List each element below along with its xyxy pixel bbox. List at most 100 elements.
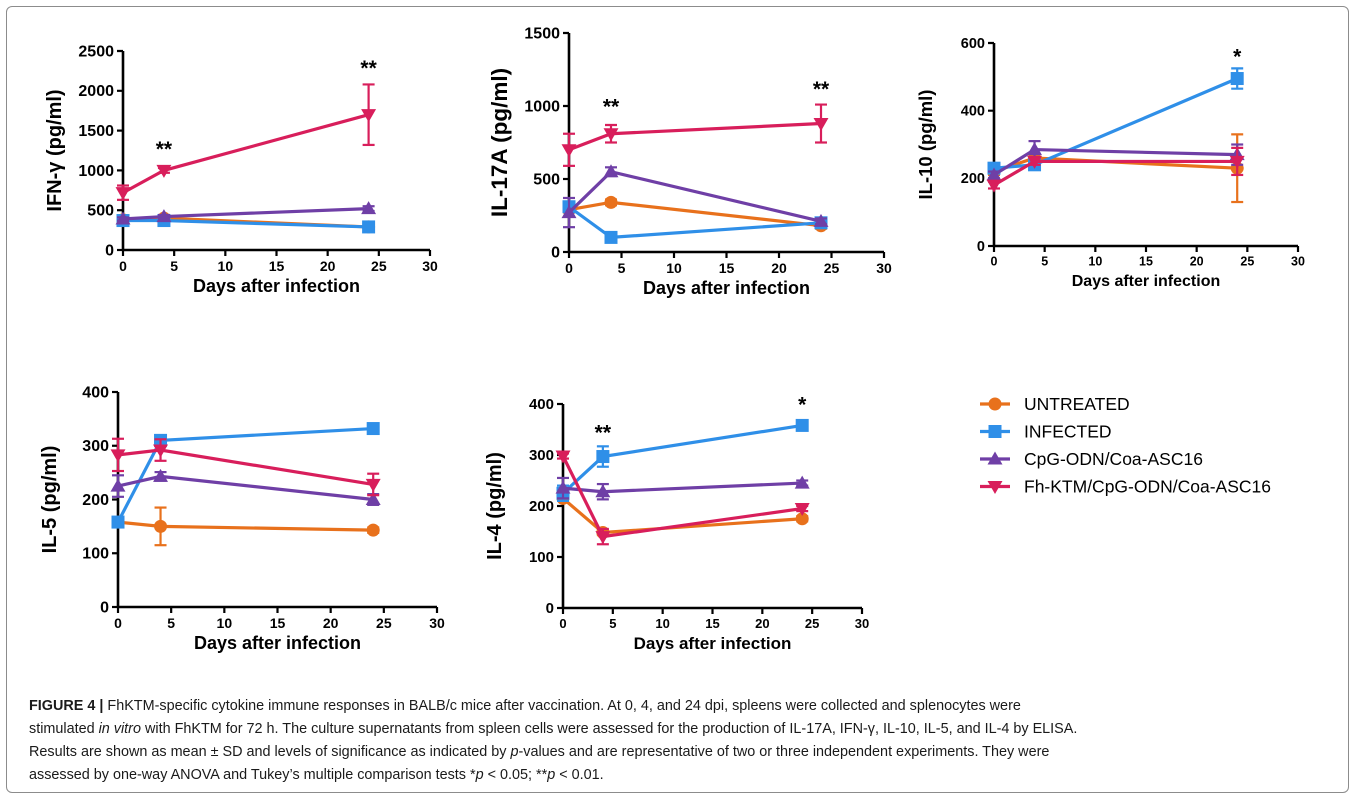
x-tick-label: 15 (270, 615, 286, 631)
x-tick-label: 30 (422, 258, 438, 274)
data-point (156, 164, 172, 178)
x-tick-label: 15 (719, 260, 735, 276)
caption-line2-a: stimulated (29, 721, 95, 737)
y-tick-label: 0 (100, 599, 109, 616)
data-point (366, 523, 380, 537)
data-point (156, 209, 172, 223)
x-axis-title: Days after infection (643, 278, 810, 298)
data-point (365, 478, 381, 492)
x-tick-label: 20 (320, 258, 336, 274)
data-point (794, 503, 810, 517)
data-point (115, 187, 131, 201)
chart-panel-3: 0 200 400 600 0 5 10 15 20 25 30 Days after infecti… (915, 36, 1305, 290)
y-tick-label: 200 (961, 171, 985, 187)
legend-marker (988, 425, 1002, 438)
caption-line2-italic: in vitro (98, 721, 141, 737)
y-axis-title: IL-5 (pg/ml) (39, 446, 61, 554)
y-tick-label: 200 (82, 492, 109, 509)
y-tick-label: 500 (87, 203, 114, 220)
significance-label: ** (603, 95, 620, 118)
data-point (795, 512, 809, 526)
data-point (986, 179, 1002, 193)
series-fh-ktm-cpg-odn-coa-asc16 (561, 103, 829, 167)
x-tick-label: 10 (1088, 254, 1102, 268)
y-tick-label: 0 (551, 244, 560, 261)
legend-item-untreated: UNTREATED (980, 394, 1130, 414)
series-fh-ktm-cpg-odn-coa-asc16 (110, 437, 381, 497)
chart-panel-5: 0 100 200 300 400 0 5 10 15 20 25 30 Days after infe… (484, 394, 869, 653)
y-tick-label: 2000 (78, 83, 114, 100)
caption-line4-a: assessed by one-way ANOVA and Tukey’s mu… (29, 767, 476, 783)
y-axis-title: IFN-γ (pg/ml) (44, 89, 66, 211)
x-tick-label: 15 (1139, 254, 1153, 268)
y-tick-label: 400 (82, 384, 109, 401)
y-tick-label: 600 (961, 36, 985, 52)
series-cpg-odn-coa-asc16 (561, 164, 829, 229)
y-tick-label: 0 (105, 242, 114, 259)
caption-line4-b: < 0.05; ** (483, 767, 548, 783)
x-tick-label: 15 (269, 258, 285, 274)
series-line (567, 169, 822, 223)
caption-line3-b: -values and are representative of two or… (518, 744, 1050, 760)
y-tick-label: 0 (977, 239, 985, 255)
caption-line4-italic-1: p (475, 767, 484, 783)
x-tick-label: 20 (323, 615, 339, 631)
significance-label: ** (360, 57, 377, 80)
caption-line3-italic: p (510, 744, 519, 760)
y-tick-label: 1000 (78, 163, 114, 180)
x-tick-label: 20 (771, 260, 787, 276)
data-point (361, 109, 377, 123)
data-point (111, 515, 125, 529)
data-point (596, 450, 610, 464)
data-point (1230, 72, 1244, 86)
x-tick-label: 25 (805, 616, 819, 631)
legend-item-fh-ktm-cpg-odn-coa-asc16: Fh-KTM/CpG-ODN/Coa-ASC16 (980, 477, 1271, 497)
y-tick-label: 400 (529, 396, 554, 413)
y-tick-label: 400 (961, 104, 985, 120)
x-axis-title: Days after infection (193, 276, 360, 296)
legend-label: UNTREATED (1024, 394, 1130, 414)
x-axis-title: Days after infection (194, 633, 361, 653)
chart-panel-2: 0 500 1000 1500 0 5 10 15 20 25 30 Days after infec… (487, 25, 892, 298)
x-tick-label: 30 (876, 260, 892, 276)
data-point (555, 450, 571, 464)
caption-line2-b: with FhKTM for 72 h. The culture superna… (144, 721, 1078, 737)
x-tick-label: 30 (1291, 254, 1305, 268)
significance-label: ** (813, 78, 830, 101)
data-point (153, 444, 169, 458)
legend-marker (987, 480, 1003, 494)
legend-label: CpG-ODN/Coa-ASC16 (1024, 449, 1203, 469)
series-infected (987, 67, 1244, 175)
y-tick-label: 2500 (78, 43, 114, 60)
data-point (1027, 155, 1043, 169)
data-point (362, 220, 376, 234)
x-tick-label: 10 (217, 615, 233, 631)
x-tick-label: 25 (824, 260, 840, 276)
y-tick-label: 300 (82, 438, 109, 455)
x-tick-label: 0 (114, 615, 122, 631)
data-point (153, 468, 169, 482)
series-untreated (111, 506, 380, 547)
legend-label: INFECTED (1024, 422, 1112, 442)
series-untreated (556, 491, 809, 540)
x-tick-label: 25 (371, 258, 387, 274)
chart-panel-4: 0 100 200 300 400 0 5 10 15 20 25 30 Days after infe… (39, 384, 445, 653)
x-tick-label: 5 (167, 615, 175, 631)
data-point (813, 213, 829, 227)
x-tick-label: 0 (119, 258, 127, 274)
series-cpg-odn-coa-asc16 (110, 468, 381, 506)
x-tick-label: 5 (1041, 254, 1048, 268)
x-tick-label: 10 (218, 258, 234, 274)
data-point (604, 195, 618, 209)
x-tick-label: 10 (666, 260, 682, 276)
data-point (603, 128, 619, 142)
data-point (986, 167, 1002, 181)
series-fh-ktm-cpg-odn-coa-asc16 (555, 450, 810, 546)
legend: UNTREATED INFECTED CpG-ODN/Coa-ASC16 Fh-KTM… (980, 394, 1271, 497)
chart-panel-1: 0 500 1000 1500 2000 2500 0 5 10 15 20 25 30 Days aft… (44, 43, 438, 296)
series-fh-ktm-cpg-odn-coa-asc16 (986, 146, 1245, 193)
caption-line1: FhKTM-specific cytokine immune responses… (107, 698, 1021, 714)
data-point (110, 449, 126, 463)
legend-item-infected: INFECTED (980, 422, 1112, 442)
